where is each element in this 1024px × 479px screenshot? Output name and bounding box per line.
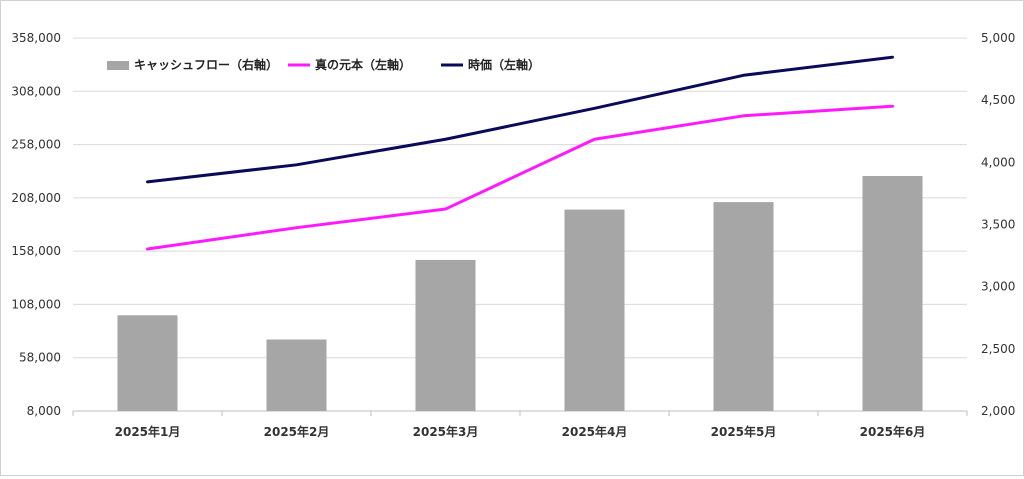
y-right-tick-label: 3,000 <box>981 280 1015 294</box>
y-left-tick-label: 158,000 <box>11 244 61 258</box>
x-tick-label: 2025年2月 <box>264 424 330 439</box>
y-right-tick-label: 4,000 <box>981 155 1015 169</box>
legend-label: キャッシュフロー（右軸） <box>134 57 278 72</box>
legend-swatch <box>107 61 129 70</box>
legend: キャッシュフロー（右軸） 真の元本（左軸） 時価（左軸） <box>107 57 540 72</box>
y-left-tick-label: 8,000 <box>27 404 61 418</box>
bar <box>713 202 774 411</box>
bar <box>415 259 476 411</box>
y-right-tick-label: 2,500 <box>981 342 1015 356</box>
bar-series <box>117 176 923 411</box>
bar <box>862 176 923 411</box>
x-tick-label: 2025年3月 <box>413 424 479 439</box>
y-right-tick-label: 2,000 <box>981 404 1015 418</box>
y-right-tick-label: 5,000 <box>981 31 1015 45</box>
y-left-tick-label: 308,000 <box>11 84 61 98</box>
y-left-tick-label: 358,000 <box>11 31 61 45</box>
legend-label: 真の元本（左軸） <box>315 57 411 72</box>
bar <box>266 339 327 411</box>
y-right-tick-label: 4,500 <box>981 93 1015 107</box>
bar <box>564 209 625 411</box>
y-right-tick-label: 3,500 <box>981 218 1015 232</box>
y-left-tick-label: 208,000 <box>11 191 61 205</box>
y-left-tick-label: 108,000 <box>11 297 61 311</box>
grid-lines <box>73 37 967 412</box>
y-left-tick-label: 58,000 <box>19 351 61 365</box>
y-left-tick-label: 258,000 <box>11 138 61 152</box>
legend-label: 時価（左軸） <box>468 57 540 72</box>
bar <box>117 315 178 411</box>
x-tick-label: 2025年4月 <box>562 424 628 439</box>
axes: 8,000 58,000 108,000 158,000 208,000 258,000 3… <box>11 31 1015 439</box>
series-line <box>146 55 894 184</box>
x-tick-label: 2025年5月 <box>711 424 777 439</box>
line-series <box>146 55 894 251</box>
x-tick-label: 2025年1月 <box>115 424 181 439</box>
x-tick-label: 2025年6月 <box>860 424 926 439</box>
series-line <box>146 104 894 251</box>
